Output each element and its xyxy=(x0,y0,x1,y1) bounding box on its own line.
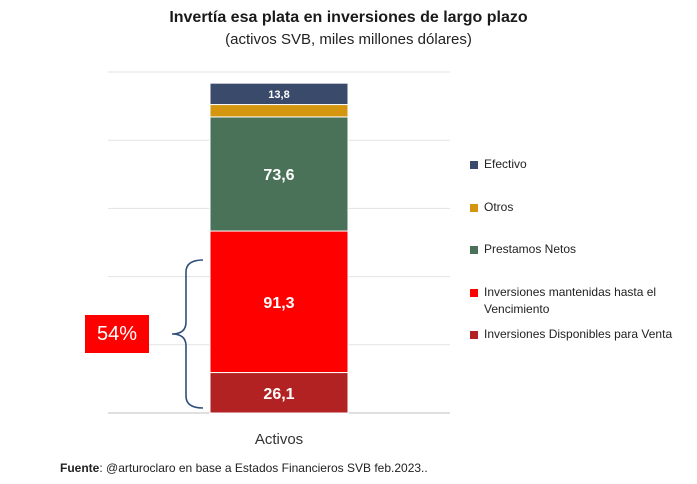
x-axis-label: Activos xyxy=(255,431,303,448)
source-note: Fuente: @arturoclaro en base a Estados F… xyxy=(60,461,428,475)
bar-segment-4 xyxy=(209,104,349,118)
legend-item-inversiones-disponibles: Inversiones Disponibles para Venta xyxy=(470,326,685,343)
bar-segment-5 xyxy=(209,82,349,106)
legend-label: Inversiones mantenidas hasta el Vencimie… xyxy=(484,285,657,316)
bar-value-label: 26,1 xyxy=(263,386,294,403)
bar-value-label: 13,8 xyxy=(268,89,289,101)
legend-swatch xyxy=(470,204,478,212)
legend-item-efectivo: Efectivo xyxy=(470,156,685,173)
chart-title: Invertía esa plata en inversiones de lar… xyxy=(169,9,528,26)
legend-label: Efectivo xyxy=(484,157,527,171)
legend-item-prestamos-netos: Prestamos Netos xyxy=(470,241,685,258)
legend-label: Inversiones Disponibles para Venta xyxy=(484,327,673,341)
legend-swatch xyxy=(470,289,478,297)
bar-value-label: 91,3 xyxy=(263,295,294,312)
source-text: : @arturoclaro en base a Estados Financi… xyxy=(99,461,428,475)
bar-value-label: 73,6 xyxy=(263,167,294,184)
legend-swatch xyxy=(470,331,478,339)
bar-segment-1 xyxy=(209,372,349,414)
legend-label: Otros xyxy=(484,200,514,214)
legend-item-otros: Otros xyxy=(470,199,685,216)
percentage-annotation: 54% xyxy=(85,315,149,353)
legend-swatch xyxy=(470,161,478,169)
legend-swatch xyxy=(470,246,478,254)
source-label: Fuente xyxy=(60,461,100,475)
legend-item-inversiones-vencimiento: Inversiones mantenidas hasta el Vencimie… xyxy=(470,284,685,318)
legend-label: Prestamos Netos xyxy=(484,242,577,256)
chart-subtitle: (activos SVB, miles millones dólares) xyxy=(225,31,472,48)
brace-annotation xyxy=(171,259,204,409)
